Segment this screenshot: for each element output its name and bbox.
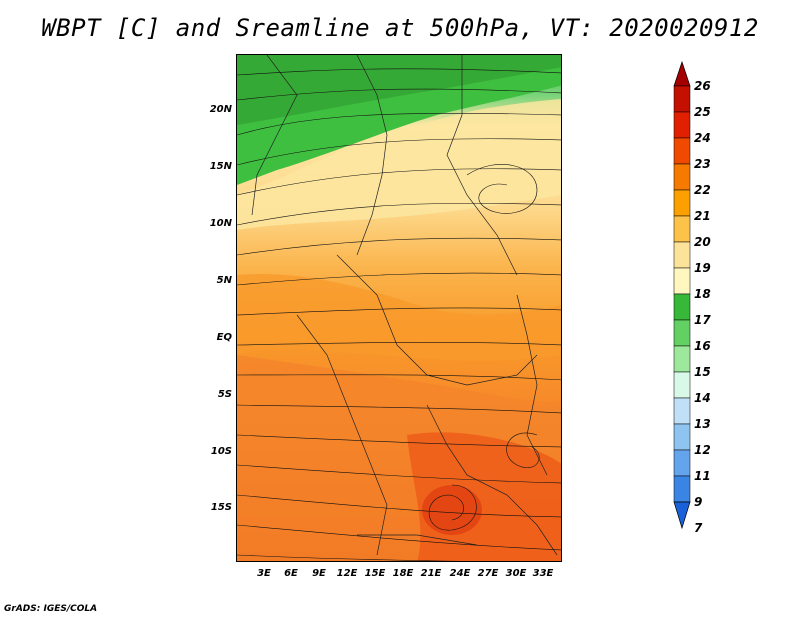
wbpt-field-map [237, 55, 561, 561]
x-tick-label: 9E [312, 568, 326, 579]
colorbar-label: 18 [694, 287, 711, 301]
colorbar-label: 22 [694, 183, 711, 197]
colorbar-segment [673, 423, 691, 451]
colorbar-segment [673, 449, 691, 477]
colorbar-label: 21 [694, 209, 711, 223]
x-tick-label: 3E [257, 568, 271, 579]
colorbar-label: 25 [694, 105, 711, 119]
colorbar-segment [673, 189, 691, 217]
x-tick-label: 24E [449, 568, 471, 579]
y-tick-label: 15S [210, 502, 232, 513]
y-tick-label: 10S [210, 446, 232, 457]
colorbar-label: 20 [694, 235, 711, 249]
y-tick-label: EQ [216, 332, 232, 343]
colorbar-label: 14 [694, 391, 711, 405]
colorbar-label: 7 [694, 521, 703, 535]
colorbar [673, 60, 691, 530]
x-tick-label: 15E [364, 568, 386, 579]
colorbar-top-arrow [673, 60, 691, 87]
x-tick-label: 33E [532, 568, 554, 579]
colorbar-label: 19 [694, 261, 711, 275]
y-tick-label: 10N [209, 218, 232, 229]
colorbar-label: 24 [694, 131, 711, 145]
x-tick-label: 18E [392, 568, 414, 579]
y-tick-label: 5N [216, 275, 232, 286]
colorbar-label: 12 [694, 443, 711, 457]
x-tick-label: 30E [505, 568, 527, 579]
colorbar-segment [673, 319, 691, 347]
x-tick-label: 27E [477, 568, 499, 579]
colorbar-segment [673, 215, 691, 243]
colorbar-label: 17 [694, 313, 711, 327]
wbpt-21-region [237, 274, 561, 361]
x-tick-label: 21E [420, 568, 442, 579]
colorbar-label: 11 [694, 469, 711, 483]
colorbar-bottom-arrow [673, 501, 691, 530]
colorbar-segment [673, 267, 691, 295]
x-tick-label: 12E [336, 568, 358, 579]
country-borders [251, 55, 558, 556]
streamlines [237, 68, 561, 561]
colorbar-label: 9 [694, 495, 703, 509]
colorbar-segment [673, 111, 691, 139]
colorbar-label: 23 [694, 157, 711, 171]
colorbar-segment [673, 163, 691, 191]
colorbar-label: 15 [694, 365, 711, 379]
colorbar-segment [673, 137, 691, 165]
x-tick-label: 6E [284, 568, 298, 579]
colorbar-segment [673, 241, 691, 269]
colorbar-label: 13 [694, 417, 711, 431]
colorbar-segment [673, 475, 691, 503]
colorbar-segment [673, 345, 691, 373]
colorbar-label: 26 [694, 79, 711, 93]
colorbar-segment [673, 293, 691, 321]
colorbar-label: 16 [694, 339, 711, 353]
y-tick-label: 20N [209, 104, 232, 115]
colorbar-segment [673, 85, 691, 113]
footer-credit: GrADS: IGES/COLA [4, 604, 98, 614]
chart-title: WBPT [C] and Sreamline at 500hPa, VT: 20… [41, 14, 759, 42]
map-panel [236, 54, 562, 562]
colorbar-segment [673, 371, 691, 399]
colorbar-segment [673, 397, 691, 425]
wbpt-24-region [422, 485, 482, 535]
wbpt-19-region [237, 99, 561, 230]
wbpt-18-region [237, 55, 561, 125]
y-tick-label: 15N [209, 161, 232, 172]
y-tick-label: 5S [217, 389, 232, 400]
